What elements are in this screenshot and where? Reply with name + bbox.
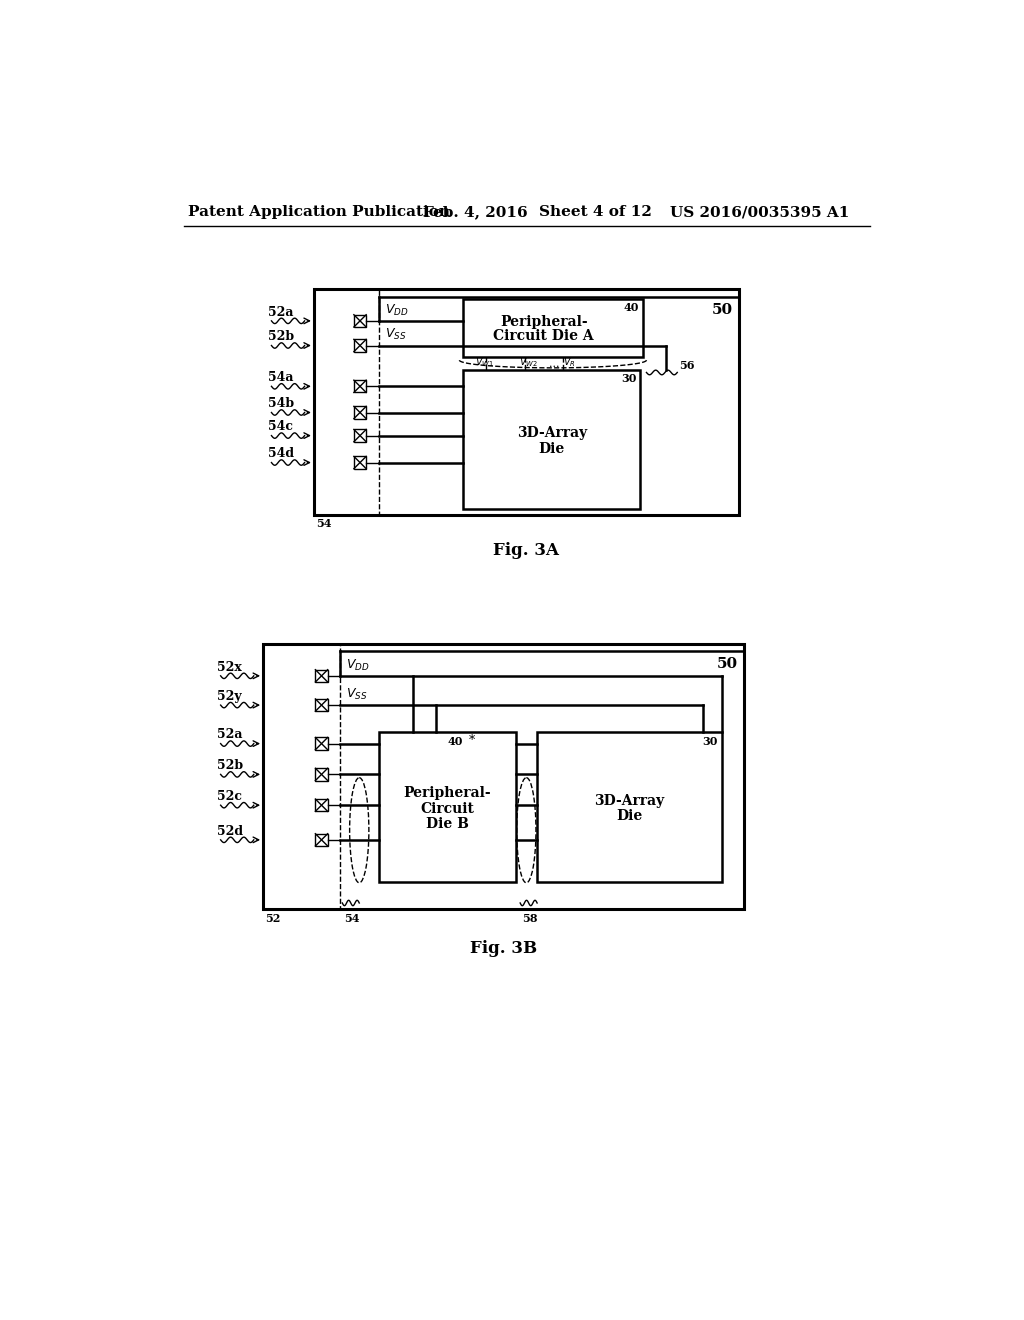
Bar (354, 457, 367, 469)
Text: 54: 54 (316, 517, 332, 529)
Text: 52a: 52a (267, 305, 293, 318)
Text: 58: 58 (521, 913, 538, 924)
Text: 52b: 52b (267, 330, 294, 343)
Bar (354, 429, 367, 442)
Text: 56: 56 (680, 360, 695, 371)
Text: ...: ... (549, 359, 559, 370)
Text: $V_{SS}$: $V_{SS}$ (346, 686, 368, 702)
Text: Circuit: Circuit (420, 801, 474, 816)
Bar (315, 738, 328, 750)
Text: Feb. 4, 2016: Feb. 4, 2016 (423, 206, 527, 219)
Bar (315, 834, 328, 846)
Text: Fig. 3B: Fig. 3B (470, 940, 538, 957)
Text: 52y: 52y (217, 690, 242, 702)
Text: 54b: 54b (267, 397, 294, 411)
Text: $V_{R}$: $V_{R}$ (563, 355, 575, 370)
Text: $V_{W1}$: $V_{W1}$ (475, 355, 495, 370)
Text: 54a: 54a (267, 371, 293, 384)
Text: *: * (469, 734, 475, 747)
Text: US 2016/0035395 A1: US 2016/0035395 A1 (670, 206, 849, 219)
Bar (315, 768, 328, 780)
Text: Patent Application Publication: Patent Application Publication (188, 206, 451, 219)
Bar (313, 289, 739, 515)
Text: $V_{DD}$: $V_{DD}$ (346, 657, 370, 673)
Bar (354, 314, 367, 327)
Bar (315, 799, 328, 812)
Text: 30: 30 (702, 737, 718, 747)
Text: 52d: 52d (217, 825, 243, 837)
Text: 30: 30 (622, 374, 637, 384)
Text: Sheet 4 of 12: Sheet 4 of 12 (539, 206, 651, 219)
Text: 52: 52 (265, 913, 281, 924)
Text: Peripheral-: Peripheral- (403, 787, 490, 800)
Bar (315, 669, 328, 682)
Text: 54c: 54c (267, 420, 293, 433)
Text: 52x: 52x (217, 660, 242, 673)
Text: Circuit Die A: Circuit Die A (494, 329, 594, 343)
Text: Die: Die (539, 442, 565, 455)
Text: Die: Die (616, 809, 643, 824)
Text: $V_{W2}$: $V_{W2}$ (519, 355, 539, 370)
Bar (315, 700, 328, 711)
Bar (263, 644, 340, 909)
Text: 40: 40 (447, 737, 463, 747)
Bar (354, 407, 367, 418)
Text: $V_{DD}$: $V_{DD}$ (385, 302, 409, 318)
Text: Die B: Die B (426, 817, 468, 832)
Bar (263, 644, 744, 909)
Text: 52c: 52c (217, 789, 242, 803)
Bar (354, 339, 367, 351)
Bar (354, 380, 367, 392)
Text: Peripheral-: Peripheral- (500, 315, 588, 329)
Bar (538, 733, 722, 882)
Text: 3D-Array: 3D-Array (594, 793, 665, 808)
Bar (379, 733, 515, 882)
Text: 54d: 54d (267, 447, 294, 461)
Text: Fig. 3A: Fig. 3A (494, 543, 559, 558)
Text: 40: 40 (624, 302, 639, 313)
Text: 54: 54 (344, 913, 359, 924)
Text: 50: 50 (712, 304, 733, 317)
Text: $V_{SS}$: $V_{SS}$ (385, 327, 407, 342)
Text: 3D-Array: 3D-Array (517, 426, 587, 441)
Bar (313, 289, 379, 515)
Bar (463, 370, 640, 508)
Text: 52b: 52b (217, 759, 243, 772)
Text: 50: 50 (717, 657, 738, 672)
Bar (463, 300, 643, 358)
Text: 52a: 52a (217, 729, 243, 742)
